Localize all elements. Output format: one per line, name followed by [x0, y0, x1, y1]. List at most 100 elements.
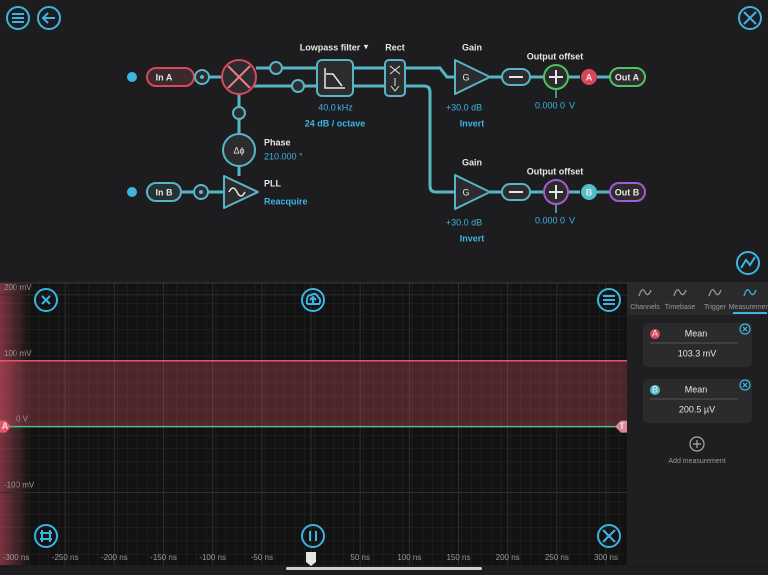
input-a: In A	[156, 72, 173, 82]
outputs: Gain G +30.0 dB Invert Output offset 0.000 0 V…	[446, 42, 646, 243]
plus	[549, 70, 563, 84]
channel-badge	[650, 385, 660, 395]
channel-badge	[581, 69, 597, 85]
invert[interactable]: Invert	[460, 118, 485, 128]
pause-button[interactable]	[301, 524, 325, 548]
x-tick-label: 250 ns	[545, 553, 569, 562]
invert[interactable]: Invert	[460, 233, 485, 243]
add-icon	[693, 440, 701, 448]
trigger-position-marker	[306, 552, 316, 566]
x-tick-label: -250 ns	[52, 553, 79, 562]
tab-label[interactable]: Timebase	[665, 304, 696, 311]
tab-label[interactable]: Measurement	[729, 304, 768, 311]
channel-badge	[650, 329, 660, 339]
measurement-card[interactable]	[643, 379, 752, 423]
offset-value[interactable]: 0.000 0	[535, 100, 565, 110]
add-label[interactable]: Add measurement	[668, 458, 725, 465]
lowpass-slope[interactable]: 24 dB / octave	[305, 118, 366, 128]
channel-badge	[581, 184, 597, 200]
x-tick-label: -50 ns	[251, 553, 273, 562]
add-button[interactable]	[689, 436, 705, 452]
gain-title: Gain	[462, 157, 482, 167]
output-label: Out A	[615, 72, 640, 82]
plot: 200 mV 100 mV 0 V -100 mV -300 ns -250 ns -200…	[0, 283, 627, 566]
tab-label[interactable]: Trigger	[704, 304, 727, 311]
rect-icon	[389, 65, 401, 92]
phase-value[interactable]: 210.000 °	[264, 151, 303, 161]
x-tick-label: 100 ns	[397, 553, 421, 562]
phase-block[interactable]	[222, 133, 256, 167]
channel-letter: B	[652, 384, 658, 394]
analysis-button[interactable]	[736, 251, 760, 275]
panel: Channels Timebase Trigger Measurement A Mean 1…	[630, 289, 768, 465]
output-pill[interactable]	[609, 67, 646, 87]
lowpass-title[interactable]: Lowpass filter	[300, 42, 361, 52]
y-tick-label: 100 mV	[4, 349, 32, 358]
measurement-card[interactable]	[643, 323, 752, 367]
gain-block[interactable]	[454, 59, 491, 95]
close-icon	[742, 382, 748, 388]
x-tick-label: -100 ns	[199, 553, 226, 562]
back-button[interactable]	[37, 6, 61, 30]
x-tick-label: -200 ns	[101, 553, 128, 562]
pll-reacquire[interactable]: Reacquire	[264, 196, 308, 206]
x-tick-label: 300 ns	[594, 553, 618, 562]
lowpass-icon	[324, 68, 345, 89]
output-label: Out B	[615, 187, 640, 197]
node-dot	[200, 75, 204, 79]
tools-button[interactable]	[738, 6, 762, 30]
offset-title: Output offset	[527, 51, 584, 61]
lowpass-unit: kHz	[337, 102, 353, 112]
input-b: In B	[156, 187, 173, 197]
tab-icon[interactable]	[708, 289, 722, 297]
node-dot	[199, 190, 203, 194]
lowpass-corner: 40.0	[318, 102, 336, 112]
pll-title: PLL	[264, 178, 282, 188]
settings-button[interactable]	[597, 288, 621, 312]
menu-button[interactable]	[6, 6, 30, 30]
node	[232, 106, 246, 120]
channel-marker-label: A	[2, 421, 9, 431]
info-dot[interactable]	[127, 187, 137, 197]
tab-icon[interactable]	[743, 289, 757, 297]
pll-icon	[228, 187, 246, 197]
gain-block[interactable]	[454, 174, 491, 210]
close-button[interactable]	[739, 379, 751, 391]
node	[269, 61, 283, 75]
clear-button[interactable]	[34, 288, 58, 312]
info-dot[interactable]	[127, 72, 137, 82]
dropdown-caret: ▾	[364, 41, 369, 51]
input-b-pill[interactable]	[146, 182, 182, 202]
gain-symbol: G	[462, 187, 469, 197]
gain-value[interactable]: +30.0 dB	[446, 102, 482, 112]
offset-value[interactable]: 0.000 0	[535, 215, 565, 225]
grid-button[interactable]	[34, 524, 58, 548]
offset-unit: V	[569, 215, 575, 225]
pll-block[interactable]	[223, 175, 259, 209]
output-pill[interactable]	[609, 182, 646, 202]
gain-value[interactable]: +30.0 dB	[446, 217, 482, 227]
trigger-marker[interactable]	[615, 420, 627, 433]
tab-icon[interactable]	[673, 289, 687, 297]
phase-title: Phase	[264, 137, 291, 147]
offset-title: Output offset	[527, 166, 584, 176]
tab-icon[interactable]	[638, 289, 652, 297]
x-tick-label: 50 ns	[350, 553, 370, 562]
close-button[interactable]	[739, 323, 751, 335]
gain-symbol: G	[462, 72, 469, 82]
fullscreen-button[interactable]	[597, 524, 621, 548]
phase-symbol: Δϕ	[233, 145, 244, 155]
measurement-type: Mean	[685, 384, 708, 394]
tab-bar	[627, 283, 768, 315]
export-button[interactable]	[301, 288, 325, 312]
tab-underline	[733, 312, 767, 314]
lowpass-block[interactable]	[316, 59, 354, 97]
node	[291, 79, 305, 93]
tab-label[interactable]: Channels	[630, 304, 660, 311]
channel-marker[interactable]	[0, 420, 11, 433]
rect-title: Rect	[385, 42, 405, 52]
y-tick-label: 200 mV	[4, 283, 32, 292]
y-tick-label: -100 mV	[4, 481, 35, 490]
